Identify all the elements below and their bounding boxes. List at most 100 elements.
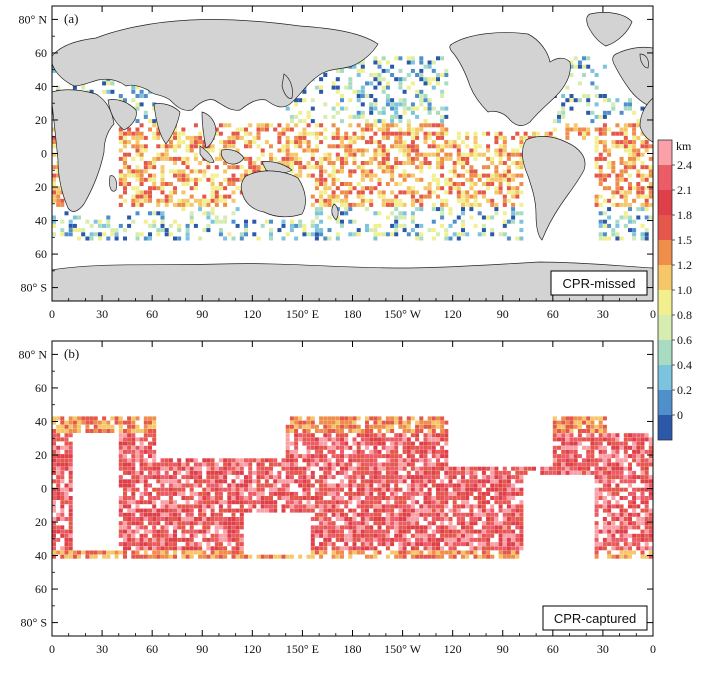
data-cell <box>244 488 248 492</box>
data-cell <box>56 195 60 199</box>
data-cell <box>386 149 390 153</box>
data-cell <box>424 458 428 462</box>
data-cell <box>186 144 190 148</box>
data-cell <box>436 513 440 517</box>
data-cell <box>357 454 361 458</box>
data-cell <box>411 174 415 178</box>
data-cell <box>328 416 332 420</box>
data-cell <box>436 425 440 429</box>
data-cell <box>181 492 185 496</box>
data-cell <box>227 463 231 467</box>
data-cell <box>394 555 398 559</box>
data-cell <box>398 216 402 220</box>
data-cell <box>315 149 319 153</box>
data-cell <box>436 165 440 169</box>
data-cell <box>419 232 423 236</box>
data-cell <box>219 521 223 525</box>
data-cell <box>419 77 423 81</box>
data-cell <box>519 467 523 471</box>
data-cell <box>365 123 369 127</box>
data-cell <box>449 467 453 471</box>
data-cell <box>428 186 432 190</box>
data-cell <box>599 178 603 182</box>
data-cell <box>248 157 252 161</box>
data-cell <box>190 488 194 492</box>
data-cell <box>323 471 327 475</box>
data-cell <box>298 132 302 136</box>
data-cell <box>632 157 636 161</box>
data-cell <box>294 433 298 437</box>
data-cell <box>123 446 127 450</box>
data-cell <box>519 500 523 504</box>
data-cell <box>407 157 411 161</box>
data-cell <box>373 186 377 190</box>
data-cell <box>449 479 453 483</box>
data-cell <box>565 123 569 127</box>
data-cell <box>232 132 236 136</box>
data-cell <box>519 182 523 186</box>
data-cell <box>645 479 649 483</box>
data-cell <box>286 488 290 492</box>
data-cell <box>357 73 361 77</box>
data-cell <box>223 530 227 534</box>
data-cell <box>628 546 632 550</box>
data-cell <box>398 500 402 504</box>
data-cell <box>557 454 561 458</box>
data-cell <box>52 416 56 420</box>
data-cell <box>599 542 603 546</box>
data-cell <box>186 203 190 207</box>
data-cell <box>411 69 415 73</box>
data-cell <box>469 475 473 479</box>
data-cell <box>319 484 323 488</box>
data-cell <box>319 500 323 504</box>
data-cell <box>148 450 152 454</box>
data-cell <box>248 484 252 488</box>
data-cell <box>641 546 645 550</box>
data-cell <box>390 165 394 169</box>
data-cell <box>599 450 603 454</box>
data-cell <box>444 429 448 433</box>
data-cell <box>649 538 653 542</box>
data-cell <box>490 467 494 471</box>
data-cell <box>257 555 261 559</box>
data-cell <box>240 525 244 529</box>
data-cell <box>123 538 127 542</box>
data-cell <box>382 132 386 136</box>
data-cell <box>206 458 210 462</box>
data-cell <box>173 484 177 488</box>
data-cell <box>294 458 298 462</box>
data-cell <box>503 534 507 538</box>
data-cell <box>449 484 453 488</box>
data-cell <box>394 458 398 462</box>
data-cell <box>624 199 628 203</box>
data-cell <box>503 475 507 479</box>
data-cell <box>494 149 498 153</box>
data-cell <box>223 538 227 542</box>
data-cell <box>119 525 123 529</box>
data-cell <box>507 488 511 492</box>
data-cell <box>65 492 69 496</box>
data-cell <box>632 433 636 437</box>
data-cell <box>223 199 227 203</box>
data-cell <box>449 551 453 555</box>
data-cell <box>595 195 599 199</box>
data-cell <box>119 454 123 458</box>
data-cell <box>378 195 382 199</box>
data-cell <box>119 203 123 207</box>
data-cell <box>302 442 306 446</box>
data-cell <box>106 220 110 224</box>
data-cell <box>52 216 56 220</box>
data-cell <box>615 446 619 450</box>
data-cell <box>52 140 56 144</box>
data-cell <box>545 471 549 475</box>
data-cell <box>344 484 348 488</box>
data-cell <box>65 421 69 425</box>
data-cell <box>590 425 594 429</box>
data-cell <box>603 458 607 462</box>
data-cell <box>73 421 77 425</box>
data-cell <box>599 211 603 215</box>
data-cell <box>578 433 582 437</box>
data-cell <box>432 534 436 538</box>
data-cell <box>302 492 306 496</box>
data-cell <box>248 161 252 165</box>
